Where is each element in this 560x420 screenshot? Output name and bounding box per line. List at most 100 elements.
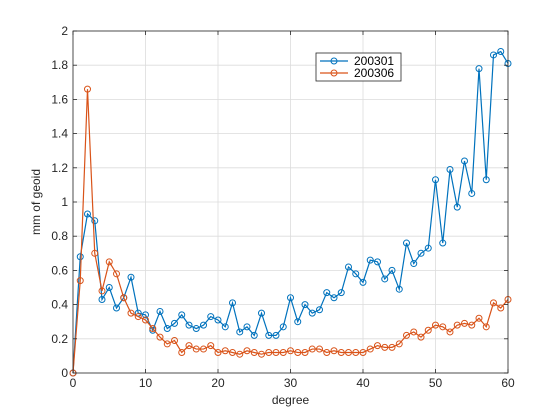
data-point bbox=[207, 342, 215, 350]
data-point bbox=[475, 314, 483, 322]
data-point bbox=[337, 348, 345, 356]
data-point bbox=[439, 239, 447, 247]
data-point bbox=[410, 260, 418, 268]
data-point bbox=[192, 345, 200, 353]
data-point bbox=[352, 270, 360, 278]
data-point bbox=[258, 350, 265, 358]
data-point bbox=[417, 249, 425, 257]
data-point bbox=[272, 348, 280, 356]
data-point bbox=[424, 244, 432, 252]
data-point bbox=[279, 323, 287, 331]
legend-marker-200301 bbox=[330, 57, 338, 65]
data-point bbox=[337, 289, 345, 297]
x-axis-label: degree bbox=[272, 393, 310, 407]
data-point bbox=[482, 176, 490, 184]
y-axis-label: mm of geoid bbox=[29, 169, 43, 235]
data-point bbox=[207, 313, 215, 321]
data-point bbox=[359, 348, 367, 356]
data-point bbox=[178, 311, 186, 319]
y-tick-label: 0.8 bbox=[51, 229, 68, 243]
x-tick-label: 30 bbox=[284, 376, 298, 390]
data-point bbox=[294, 318, 302, 326]
data-point bbox=[229, 299, 236, 307]
data-point bbox=[410, 328, 418, 336]
data-point bbox=[156, 307, 164, 315]
y-tick-label: 1.8 bbox=[51, 58, 68, 72]
data-point bbox=[482, 323, 490, 331]
data-point bbox=[352, 348, 360, 356]
data-point bbox=[113, 304, 120, 312]
data-point bbox=[395, 285, 403, 293]
data-point bbox=[330, 294, 338, 302]
data-point bbox=[229, 348, 236, 356]
data-point bbox=[171, 337, 178, 345]
data-point bbox=[395, 340, 403, 348]
data-point bbox=[163, 325, 171, 333]
data-point bbox=[236, 350, 244, 358]
x-tick-label: 50 bbox=[429, 376, 443, 390]
data-point bbox=[171, 319, 178, 327]
series-line-200301 bbox=[72, 50, 509, 374]
data-point bbox=[142, 316, 149, 324]
y-tick-label: 0.2 bbox=[51, 332, 68, 346]
data-point bbox=[243, 323, 251, 331]
data-point bbox=[468, 321, 476, 329]
data-point bbox=[98, 287, 106, 295]
data-point bbox=[163, 340, 171, 348]
y-tick-label: 0.6 bbox=[51, 263, 68, 277]
data-point bbox=[308, 345, 316, 353]
data-point bbox=[330, 347, 338, 355]
tick-layer: 0 10 20 30 40 50 60 0 0.2 0.4 0.6 0.8 1 1.2 1.4 1.6 1.8 2 bbox=[51, 24, 515, 390]
data-point bbox=[446, 166, 454, 174]
data-point bbox=[345, 348, 352, 356]
data-point bbox=[185, 321, 193, 329]
data-point bbox=[316, 345, 323, 353]
data-point bbox=[178, 348, 186, 356]
y-tick-label: 1.4 bbox=[51, 127, 68, 141]
data-point bbox=[453, 321, 461, 329]
data-point bbox=[91, 217, 99, 225]
data-point bbox=[250, 331, 258, 339]
data-point bbox=[214, 348, 222, 356]
y-tick-label: 0 bbox=[61, 366, 68, 380]
grid-layer bbox=[72, 30, 509, 374]
data-point bbox=[366, 256, 374, 264]
data-point bbox=[134, 313, 142, 321]
data-point bbox=[490, 299, 497, 307]
y-tick-label: 1 bbox=[61, 195, 68, 209]
data-point bbox=[76, 277, 84, 285]
data-point bbox=[359, 278, 367, 286]
data-point bbox=[403, 239, 410, 247]
data-point bbox=[113, 270, 120, 278]
data-point bbox=[388, 266, 396, 274]
data-point bbox=[439, 323, 447, 331]
y-tick-label: 2 bbox=[61, 24, 68, 38]
data-point bbox=[142, 311, 149, 319]
data-point bbox=[258, 309, 265, 317]
data-point bbox=[388, 343, 396, 351]
legend-label-200301: 200301 bbox=[354, 54, 394, 68]
data-point bbox=[403, 331, 410, 339]
series-200301 bbox=[69, 48, 512, 377]
data-point bbox=[301, 301, 309, 309]
data-point bbox=[497, 304, 505, 312]
data-point bbox=[497, 48, 505, 56]
data-point bbox=[374, 342, 381, 350]
data-point bbox=[250, 348, 258, 356]
data-point bbox=[200, 321, 207, 329]
data-point bbox=[366, 345, 374, 353]
y-tick-label: 0.4 bbox=[51, 298, 68, 312]
data-point bbox=[381, 275, 389, 283]
y-tick-label: 1.6 bbox=[51, 92, 68, 106]
data-point bbox=[185, 342, 193, 350]
data-point bbox=[417, 333, 425, 341]
data-point bbox=[265, 331, 273, 339]
data-point bbox=[301, 348, 309, 356]
data-point bbox=[127, 309, 135, 317]
x-tick-label: 60 bbox=[501, 376, 515, 390]
data-point bbox=[453, 203, 461, 211]
data-point bbox=[221, 323, 229, 331]
data-point bbox=[461, 157, 468, 165]
data-point bbox=[149, 325, 157, 333]
